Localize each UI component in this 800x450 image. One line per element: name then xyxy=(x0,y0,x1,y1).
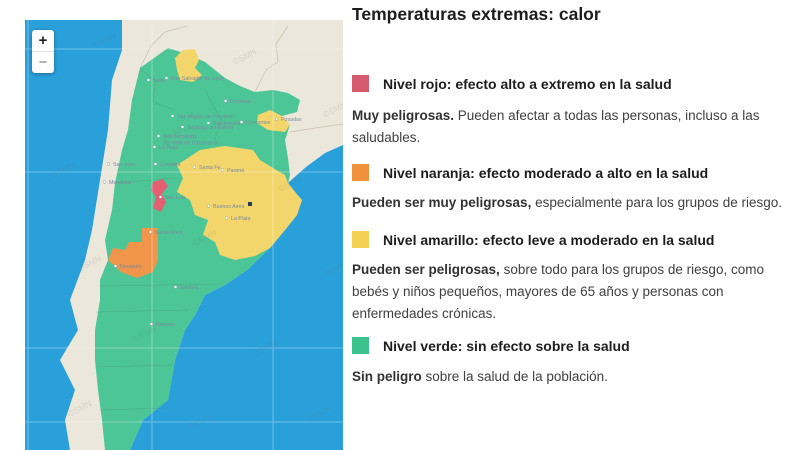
legend-panel: Temperaturas extremas: calor Nivel rojo:… xyxy=(352,0,798,388)
city-marker xyxy=(224,216,229,220)
city-label: Neuquén xyxy=(120,264,142,270)
legend-item-orange: Nivel naranja: efecto moderado a alto en… xyxy=(352,164,798,181)
city-label: Corrientes xyxy=(246,120,271,126)
city-marker xyxy=(148,230,153,234)
orange-level-title: Nivel naranja: efecto moderado a alto en… xyxy=(383,164,709,181)
yellow-level-title: Nivel amarillo: efecto leve a moderado e… xyxy=(383,231,715,248)
legend-item-yellow: Nivel amarillo: efecto leve a moderado e… xyxy=(352,231,798,248)
city-marker xyxy=(180,125,185,129)
green-level-title: Nivel verde: sin efecto sobre la salud xyxy=(383,337,630,354)
region-orange xyxy=(108,228,158,278)
green-level-swatch xyxy=(352,337,369,354)
city-marker xyxy=(206,121,211,125)
page-title: Temperaturas extremas: calor xyxy=(352,4,601,24)
capital-marker xyxy=(248,202,252,206)
alert-map-svg: ©SMN©SMN©SMN©SMN©SMN©SMN©SMN©SMN©SMN©SMN… xyxy=(25,20,343,450)
city-marker xyxy=(164,76,169,80)
city-marker xyxy=(152,145,157,149)
city-labels: Salta San Salvador de Jujuy Formosa San Mig… xyxy=(102,76,302,328)
city-marker xyxy=(274,117,279,121)
city-marker xyxy=(206,204,211,208)
city-marker xyxy=(170,114,175,118)
city-label: Resistencia xyxy=(213,121,240,127)
city-marker xyxy=(146,78,151,82)
city-marker xyxy=(158,195,163,199)
legend-item-red: Nivel rojo: efecto alto a extremo en la … xyxy=(352,75,798,92)
city-label: San Miguel de Tucumán xyxy=(177,114,234,120)
region-red xyxy=(151,179,168,212)
city-marker xyxy=(113,264,118,268)
city-label: San Salvador de Jujuy xyxy=(171,76,224,82)
yellow-level-swatch xyxy=(352,231,369,248)
orange-level-description: Pueden ser muy peligrosas, especialmente… xyxy=(352,195,782,210)
city-label: La Plata xyxy=(231,216,250,222)
city-marker xyxy=(192,165,197,169)
city-marker xyxy=(220,168,225,172)
city-label: Salta xyxy=(153,78,165,84)
city-label: Santa Fe xyxy=(199,165,221,171)
city-label: La Rioja xyxy=(159,145,178,151)
city-marker xyxy=(106,162,111,166)
region-yellow-center xyxy=(177,146,302,260)
city-label: Mendoza xyxy=(109,180,131,186)
city-label: Formosa xyxy=(230,99,251,105)
city-marker xyxy=(149,322,154,326)
graticule xyxy=(25,20,343,450)
region-yellow-north xyxy=(175,49,202,82)
city-label: Rawson xyxy=(156,322,175,328)
red-level-title: Nivel rojo: efecto alto a extremo en la … xyxy=(383,75,672,92)
zoom-in-button[interactable]: + xyxy=(38,32,48,49)
legend-item-green: Nivel verde: sin efecto sobre la salud xyxy=(352,337,798,354)
city-label: San Fernando del Valle de Catamarca xyxy=(163,134,218,146)
green-level-description: Sin peligro sobre la salud de la poblaci… xyxy=(352,369,608,384)
region-argentina-green xyxy=(95,48,302,450)
city-marker xyxy=(223,99,228,103)
city-marker xyxy=(173,285,178,289)
city-marker xyxy=(156,134,161,138)
red-level-description: Muy peligrosas. Pueden afectar a todas l… xyxy=(352,108,760,145)
map-container[interactable]: ©SMN ©SMN ©SMN ©SMN ©SMN ©SMN ©SMN ©SMN ©SMN ©SMN… xyxy=(25,20,343,450)
city-label: San Juan xyxy=(113,162,135,168)
city-label: San Luis xyxy=(165,195,186,201)
region-yellow-corrientes xyxy=(257,110,290,132)
city-label: Santiago del Estero xyxy=(187,125,233,131)
orange-level-swatch xyxy=(352,164,369,181)
zoom-out-button[interactable]: − xyxy=(32,51,54,73)
country-borders xyxy=(139,25,343,133)
city-label: Paraná xyxy=(227,168,244,174)
city-label: Santa Rosa xyxy=(155,230,183,236)
city-marker xyxy=(102,180,107,184)
yellow-level-description: Pueden ser peligrosas, sobre todo para l… xyxy=(352,262,764,321)
city-label: Córdoba xyxy=(160,162,180,168)
red-level-swatch xyxy=(352,75,369,92)
city-label: Viedma xyxy=(180,285,198,291)
city-marker xyxy=(239,120,244,124)
city-marker xyxy=(153,162,158,166)
map-zoom-control: + − xyxy=(32,30,54,73)
city-label: Posadas xyxy=(281,117,302,123)
city-label: Buenos Aires xyxy=(213,204,245,210)
